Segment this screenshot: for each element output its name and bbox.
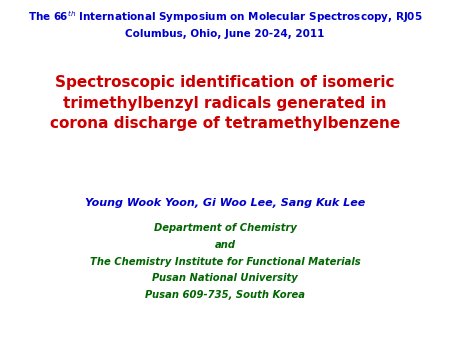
Text: and: and	[215, 240, 235, 250]
Text: Pusan 609-735, South Korea: Pusan 609-735, South Korea	[145, 290, 305, 300]
Text: Pusan National University: Pusan National University	[152, 273, 298, 283]
Text: The 66$^{th}$ International Symposium on Molecular Spectroscopy, RJ05
Columbus, : The 66$^{th}$ International Symposium on…	[28, 9, 422, 39]
Text: Department of Chemistry: Department of Chemistry	[153, 223, 297, 233]
Text: Laboratory of Molecular Spectroscopy, Pusan National University, Pusan, Republic: Laboratory of Molecular Spectroscopy, Pu…	[29, 321, 421, 330]
Text: Young Wook Yoon, Gi Woo Lee, Sang Kuk Lee: Young Wook Yoon, Gi Woo Lee, Sang Kuk Le…	[85, 198, 365, 208]
Text: The Chemistry Institute for Functional Materials: The Chemistry Institute for Functional M…	[90, 257, 360, 267]
Text: Spectroscopic identification of isomeric
trimethylbenzyl radicals generated in
c: Spectroscopic identification of isomeric…	[50, 75, 400, 131]
